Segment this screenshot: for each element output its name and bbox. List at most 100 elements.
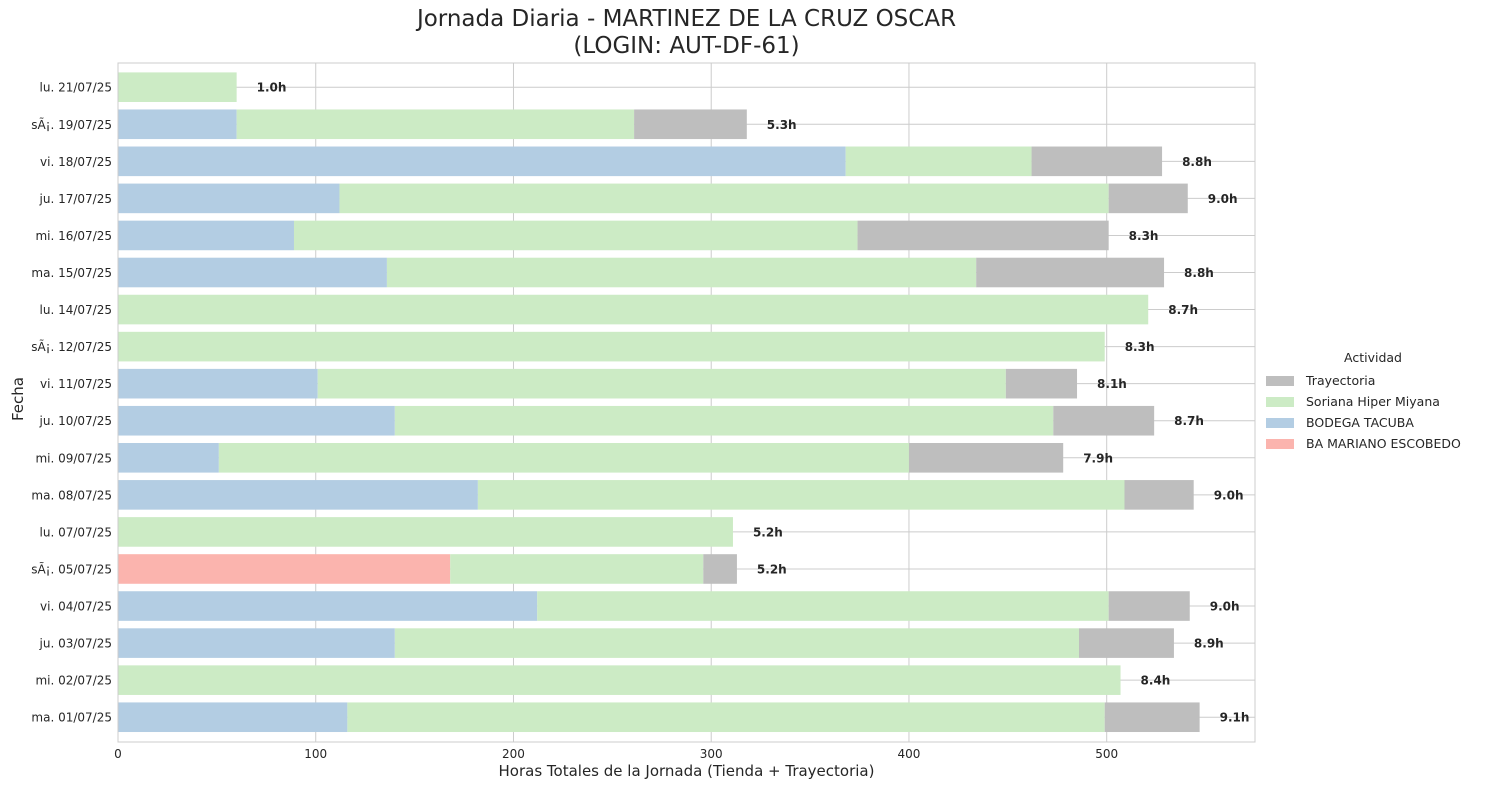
- bar-segment: [118, 702, 348, 733]
- legend-swatch: [1266, 396, 1294, 407]
- y-tick-label: sÃ¡. 19/07/25: [31, 117, 112, 132]
- legend-label: BODEGA TACUBA: [1306, 415, 1414, 430]
- y-tick-label: sÃ¡. 12/07/25: [31, 339, 112, 354]
- bar-total-label: 8.7h: [1174, 414, 1204, 428]
- legend-label: BA MARIANO ESCOBEDO: [1306, 436, 1461, 451]
- legend-label: Trayectoria: [1306, 373, 1376, 388]
- y-tick-label: ma. 08/07/25: [31, 488, 112, 502]
- x-tick-label: 0: [114, 747, 122, 761]
- y-tick-label: ma. 15/07/25: [31, 266, 112, 280]
- bar-total-label: 8.7h: [1168, 303, 1198, 317]
- bar-segment: [218, 443, 909, 473]
- bar-segment: [118, 368, 318, 399]
- bar-segment: [118, 331, 1105, 362]
- bar-segment: [118, 405, 395, 436]
- x-tick-label: 400: [898, 747, 921, 761]
- bar-segment: [236, 109, 635, 140]
- bar-total-label: 9.0h: [1210, 600, 1240, 614]
- legend-label: Soriana Hiper Miyana: [1306, 394, 1440, 409]
- bar-total-label: 5.2h: [753, 525, 783, 539]
- bar-segment: [1053, 405, 1155, 436]
- bar-segment: [1104, 702, 1200, 733]
- bar-total-label: 8.8h: [1184, 266, 1214, 280]
- bar-total-label: 9.0h: [1208, 192, 1238, 206]
- bar-segment: [477, 480, 1125, 510]
- y-tick-label: lu. 21/07/25: [40, 81, 112, 95]
- bar-segment: [845, 146, 1032, 177]
- bar-segment: [118, 220, 294, 251]
- bar-segment: [386, 257, 977, 288]
- bar-total-label: 8.8h: [1182, 155, 1212, 169]
- bar-segment: [1108, 183, 1188, 214]
- chart-subtitle: (LOGIN: AUT-DF-61): [573, 33, 800, 59]
- bar-total-label: 9.1h: [1220, 711, 1250, 725]
- bar-segment: [118, 257, 387, 288]
- bar-segment: [634, 109, 747, 140]
- legend-item: BA MARIANO ESCOBEDO: [1262, 433, 1484, 454]
- bar-segment: [339, 183, 1109, 214]
- legend-swatch: [1266, 375, 1294, 386]
- bar-total-label: 8.9h: [1194, 637, 1224, 651]
- bar-total-label: 8.1h: [1097, 377, 1127, 391]
- y-tick-label: vi. 04/07/25: [40, 600, 112, 614]
- y-tick-label: ma. 01/07/25: [31, 711, 112, 725]
- y-tick-label: vi. 11/07/25: [40, 377, 112, 391]
- bar-total-label: 8.3h: [1125, 340, 1155, 354]
- x-axis-label: Horas Totales de la Jornada (Tienda + Tr…: [498, 762, 875, 780]
- y-axis-label: Fecha: [9, 377, 27, 421]
- bar-segment: [1079, 628, 1174, 658]
- y-tick-label: mi. 16/07/25: [35, 229, 112, 243]
- chart-legend: Actividad Trayectoria Soriana Hiper Miyan…: [1262, 350, 1484, 454]
- y-tick-label: lu. 14/07/25: [40, 303, 112, 317]
- bar-segment: [1108, 591, 1190, 621]
- bar-total-label: 7.9h: [1083, 451, 1113, 465]
- y-tick-label: ju. 10/07/25: [39, 414, 112, 428]
- bar-segment: [394, 405, 1054, 436]
- bar-segment: [118, 628, 395, 658]
- x-tick-label: 300: [700, 747, 723, 761]
- legend-item: Soriana Hiper Miyana: [1262, 391, 1484, 412]
- x-tick-label: 500: [1095, 747, 1118, 761]
- bar-segment: [703, 554, 737, 584]
- bar-segment: [118, 517, 733, 547]
- bar-segment: [1124, 480, 1194, 510]
- bar-total-label: 8.4h: [1141, 674, 1171, 688]
- legend-item: Trayectoria: [1262, 370, 1484, 391]
- legend-item: BODEGA TACUBA: [1262, 412, 1484, 433]
- x-tick-label: 200: [502, 747, 525, 761]
- y-tick-label: mi. 09/07/25: [35, 451, 112, 465]
- legend-title: Actividad: [1344, 350, 1402, 365]
- bar-segment: [118, 554, 451, 584]
- bar-segment: [293, 220, 858, 251]
- plot-frame: [117, 62, 1256, 743]
- x-tick-label: 100: [304, 747, 327, 761]
- bar-segment: [450, 554, 704, 584]
- bar-total-label: 5.3h: [767, 118, 797, 132]
- y-tick-label: sÃ¡. 05/07/25: [31, 561, 112, 576]
- bar-total-label: 8.3h: [1129, 229, 1159, 243]
- bar-segment: [1031, 146, 1163, 177]
- y-tick-label: vi. 18/07/25: [40, 155, 112, 169]
- bar-segment: [976, 257, 1165, 288]
- bar-segment: [118, 109, 237, 140]
- bar-segment: [1005, 368, 1078, 399]
- bar-segment: [857, 220, 1109, 251]
- bar-total-label: 9.0h: [1214, 488, 1244, 502]
- legend-swatch: [1266, 438, 1294, 449]
- legend-swatch: [1266, 417, 1294, 428]
- bar-segment: [118, 294, 1149, 325]
- bar-segment: [317, 368, 1006, 399]
- y-tick-label: lu. 07/07/25: [40, 525, 112, 539]
- bar-segment: [908, 443, 1064, 473]
- bar-segment: [118, 146, 846, 177]
- y-tick-label: ju. 03/07/25: [39, 637, 112, 651]
- bar-total-label: 5.2h: [757, 562, 787, 576]
- bar-segment: [118, 183, 340, 214]
- bar-segment: [118, 443, 219, 473]
- chart-title: Jornada Diaria - MARTINEZ DE LA CRUZ OSC…: [416, 6, 957, 32]
- bar-segment: [118, 591, 538, 621]
- bar-segment: [347, 702, 1105, 733]
- bar-segment: [118, 72, 237, 102]
- y-tick-label: ju. 17/07/25: [39, 192, 112, 206]
- bar-segment: [118, 480, 478, 510]
